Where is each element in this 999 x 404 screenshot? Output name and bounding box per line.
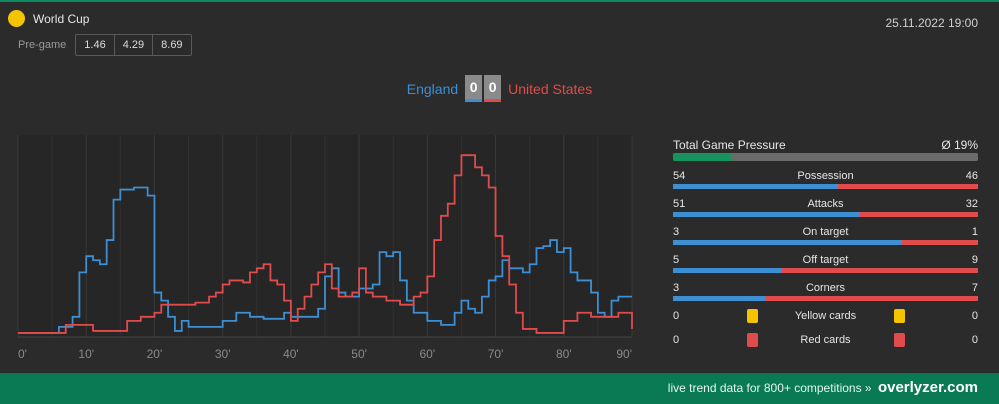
odd-away: 8.69 (161, 39, 183, 51)
stat-bar-home (673, 184, 838, 189)
x-tick-label: 20' (147, 347, 163, 361)
stat-label: On target (802, 226, 849, 238)
yellow-cards-label: Yellow cards (794, 310, 857, 322)
chart-series (18, 154, 633, 334)
stat-bar-away (837, 184, 978, 189)
footer-tagline: live trend data for 800+ competitions » (667, 381, 872, 395)
stat-bar (673, 296, 978, 301)
stat-bar (673, 240, 978, 245)
stat-bar-home (673, 240, 902, 245)
stat-home-value: 51 (673, 198, 686, 210)
stat-away-value: 9 (971, 254, 978, 266)
stat-possession: 54 Possession 46 (673, 169, 978, 189)
stat-bar-away (901, 240, 978, 245)
stat-bar (673, 212, 978, 217)
footer-brand-link[interactable]: overlyzer.com (877, 379, 978, 396)
footer-banner[interactable]: live trend data for 800+ competitions » … (0, 373, 999, 404)
away-team-name[interactable]: United States (508, 80, 593, 97)
stat-home-value: 3 (673, 282, 680, 294)
stat-label: Corners (805, 282, 846, 294)
odd-home: 1.46 (76, 35, 115, 55)
red-card-icon (747, 333, 758, 347)
stat-home-value: 5 (673, 254, 680, 266)
x-tick-label: 60' (420, 347, 436, 361)
x-tick-label: 90' (616, 347, 632, 361)
stats-panel: Total Game Pressure Ø 19% 54 Possession 46… (673, 138, 978, 349)
stat-corners: 3 Corners 7 (673, 281, 978, 301)
competition[interactable]: World Cup (8, 10, 89, 27)
tgp-bar-fill (673, 153, 731, 161)
x-tick-label: 10' (78, 347, 94, 361)
x-tick-label: 40' (283, 347, 299, 361)
yellow-cards-home: 0 (673, 310, 680, 322)
x-tick-label: 70' (488, 347, 504, 361)
footer-text[interactable]: live trend data for 800+ competitions » … (668, 379, 978, 396)
stat-away-value: 32 (965, 198, 978, 210)
stat-bar-home (673, 268, 782, 273)
stat-attacks: 51 Attacks 32 (673, 197, 978, 217)
red-cards-away: 0 (971, 334, 978, 346)
yellow-ball-icon (8, 10, 25, 27)
stat-bar-away (781, 268, 978, 273)
stat-label: Possession (797, 170, 854, 182)
stat-bar-home (673, 212, 861, 217)
stat-home-value: 3 (673, 226, 680, 238)
red-cards-home: 0 (673, 334, 680, 346)
stat-away-value: 7 (971, 282, 978, 294)
stat-label: Attacks (807, 198, 844, 210)
series-line-home (18, 186, 632, 334)
stat-bar (673, 184, 978, 189)
total-game-pressure: Total Game Pressure Ø 19% (673, 138, 978, 152)
stat-label: Off target (802, 254, 849, 266)
tgp-value: Ø 19% (941, 138, 978, 152)
stat-away-value: 46 (965, 170, 978, 182)
top-accent-line (0, 0, 999, 2)
yellow-card-icon (894, 309, 905, 323)
chart-x-ticks: 0' 10' 20' 30' 40' 50' 60' 70' 80' 90' (18, 347, 632, 361)
stat-bar (673, 268, 978, 273)
stat-bar-away (860, 212, 978, 217)
scoreline: England 0 0 United States (0, 75, 999, 102)
x-tick-label: 50' (351, 347, 367, 361)
x-tick-label: 0' (18, 347, 27, 361)
stat-away-value: 1 (971, 226, 978, 238)
x-tick-label: 30' (215, 347, 231, 361)
stat-on-target: 3 On target 1 (673, 225, 978, 245)
series-line-away (18, 154, 633, 334)
stat-bar-away (764, 296, 978, 301)
stat-bar-home (673, 296, 765, 301)
red-card-icon (894, 333, 905, 347)
pregame-label: Pre-game (18, 39, 67, 51)
match-datetime: 25.11.2022 19:00 (885, 16, 978, 30)
pregame-odds: Pre-game 1.46 4.29 8.69 (18, 34, 192, 56)
stat-home-value: 54 (673, 170, 686, 182)
red-cards-row: 0 Red cards 0 (673, 331, 978, 349)
tgp-bar (673, 153, 978, 161)
pressure-trend-chart: 0' 10' 20' 30' 40' 50' 60' 70' 80' 90' (17, 135, 633, 361)
competition-name: World Cup (33, 11, 90, 26)
odds-box: 1.46 4.29 8.69 (75, 34, 192, 56)
home-score: 0 (465, 75, 483, 102)
yellow-cards-away: 0 (971, 310, 978, 322)
stat-off-target: 5 Off target 9 (673, 253, 978, 273)
yellow-cards-row: 0 Yellow cards 0 (673, 307, 978, 325)
x-tick-label: 80' (556, 347, 572, 361)
away-score: 0 (484, 75, 502, 102)
tgp-label: Total Game Pressure (673, 138, 786, 152)
red-cards-label: Red cards (800, 334, 851, 346)
odd-draw: 4.29 (115, 35, 154, 55)
yellow-card-icon (747, 309, 758, 323)
home-team-name[interactable]: England (406, 80, 459, 97)
